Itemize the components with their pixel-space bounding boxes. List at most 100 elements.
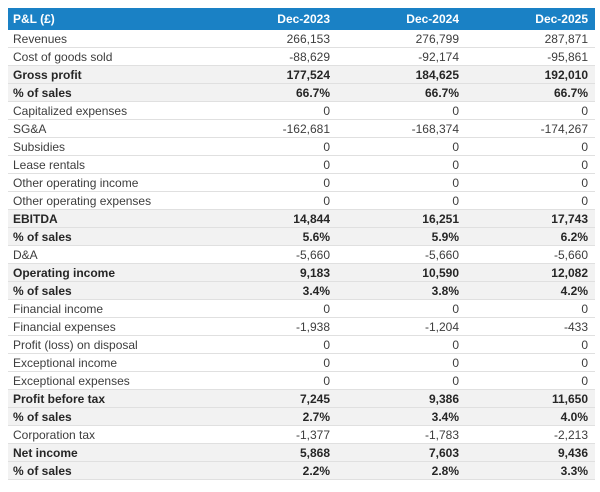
row-value: 11,650 — [466, 389, 595, 408]
column-header-dec-2025: Dec-2025 — [466, 8, 595, 30]
table-row: D&A -5,660 -5,660 -5,660 — [8, 245, 595, 264]
row-value: 7,603 — [337, 443, 466, 462]
row-value: -95,861 — [466, 47, 595, 66]
row-value: -5,660 — [466, 245, 595, 264]
row-value: 5.9% — [337, 227, 466, 246]
table-row: Financial income 0 0 0 — [8, 299, 595, 318]
row-value: 0 — [466, 353, 595, 372]
row-value: -1,938 — [208, 317, 337, 336]
row-value: 2.2% — [208, 461, 337, 480]
row-value: 0 — [337, 335, 466, 354]
row-value: 17,743 — [466, 209, 595, 228]
row-value: 0 — [466, 101, 595, 120]
table-header-row: P&L (£) Dec-2023 Dec-2024 Dec-2025 — [8, 8, 595, 30]
row-value: 266,153 — [208, 30, 337, 48]
row-label: D&A — [8, 245, 208, 264]
row-label: Revenues — [8, 30, 208, 48]
row-label: Capitalized expenses — [8, 101, 208, 120]
column-header-dec-2024: Dec-2024 — [337, 8, 466, 30]
table-row: EBITDA 14,844 16,251 17,743 — [8, 209, 595, 228]
table-row: Financial expenses -1,938 -1,204 -433 — [8, 317, 595, 336]
row-value: 0 — [208, 353, 337, 372]
row-value: 3.8% — [337, 281, 466, 300]
row-value: 2.8% — [337, 461, 466, 480]
row-label: % of sales — [8, 407, 208, 426]
row-value: -162,681 — [208, 119, 337, 138]
row-value: 192,010 — [466, 65, 595, 84]
row-label: Other operating income — [8, 173, 208, 192]
row-value: 4.0% — [466, 407, 595, 426]
row-value: 0 — [466, 137, 595, 156]
row-label: % of sales — [8, 83, 208, 102]
row-value: 0 — [466, 371, 595, 390]
row-value: 5,868 — [208, 443, 337, 462]
row-label: Other operating expenses — [8, 191, 208, 210]
row-label: Profit (loss) on disposal — [8, 335, 208, 354]
row-value: -5,660 — [337, 245, 466, 264]
table-row: Other operating expenses 0 0 0 — [8, 191, 595, 210]
row-value: 0 — [337, 191, 466, 210]
table-row: % of sales 2.7% 3.4% 4.0% — [8, 407, 595, 426]
table-row: Exceptional expenses 0 0 0 — [8, 371, 595, 390]
row-value: -5,660 — [208, 245, 337, 264]
row-value: 12,082 — [466, 263, 595, 282]
row-label: Net income — [8, 443, 208, 462]
row-label: Lease rentals — [8, 155, 208, 174]
row-value: 4.2% — [466, 281, 595, 300]
row-value: 2.7% — [208, 407, 337, 426]
row-value: 0 — [208, 101, 337, 120]
row-value: 0 — [337, 137, 466, 156]
row-value: 16,251 — [337, 209, 466, 228]
row-label: Financial expenses — [8, 317, 208, 336]
row-value: 0 — [337, 155, 466, 174]
row-label: Financial income — [8, 299, 208, 318]
row-value: -433 — [466, 317, 595, 336]
row-value: 0 — [337, 353, 466, 372]
row-value: 0 — [208, 137, 337, 156]
row-label: % of sales — [8, 227, 208, 246]
row-value: 0 — [466, 155, 595, 174]
row-value: 0 — [208, 371, 337, 390]
row-value: 0 — [208, 335, 337, 354]
row-label: Operating income — [8, 263, 208, 282]
row-value: 0 — [337, 371, 466, 390]
row-value: 177,524 — [208, 65, 337, 84]
pnl-table: P&L (£) Dec-2023 Dec-2024 Dec-2025 Reven… — [8, 8, 595, 480]
row-value: 0 — [337, 173, 466, 192]
row-value: -168,374 — [337, 119, 466, 138]
table-row: Gross profit 177,524 184,625 192,010 — [8, 65, 595, 84]
table-row: % of sales 5.6% 5.9% 6.2% — [8, 227, 595, 246]
row-value: 184,625 — [337, 65, 466, 84]
table-row: Other operating income 0 0 0 — [8, 173, 595, 192]
table-row: Operating income 9,183 10,590 12,082 — [8, 263, 595, 282]
table-row: Exceptional income 0 0 0 — [8, 353, 595, 372]
row-value: 276,799 — [337, 30, 466, 48]
row-label: % of sales — [8, 461, 208, 480]
row-value: -88,629 — [208, 47, 337, 66]
row-label: Corporation tax — [8, 425, 208, 444]
column-header-dec-2023: Dec-2023 — [208, 8, 337, 30]
row-label: Gross profit — [8, 65, 208, 84]
row-value: 9,183 — [208, 263, 337, 282]
row-value: 66.7% — [208, 83, 337, 102]
row-label: Subsidies — [8, 137, 208, 156]
row-label: Profit before tax — [8, 389, 208, 408]
pnl-table-body: Revenues 266,153 276,799 287,871 Cost of goo… — [8, 30, 595, 480]
row-value: 5.6% — [208, 227, 337, 246]
row-value: 9,436 — [466, 443, 595, 462]
row-value: 66.7% — [466, 83, 595, 102]
table-row: Capitalized expenses 0 0 0 — [8, 101, 595, 120]
row-value: -2,213 — [466, 425, 595, 444]
row-value: 0 — [466, 335, 595, 354]
table-row: Corporation tax -1,377 -1,783 -2,213 — [8, 425, 595, 444]
row-value: 0 — [466, 173, 595, 192]
row-value: -1,377 — [208, 425, 337, 444]
row-value: 14,844 — [208, 209, 337, 228]
table-row: Net income 5,868 7,603 9,436 — [8, 443, 595, 462]
row-value: -1,783 — [337, 425, 466, 444]
row-value: 3.4% — [337, 407, 466, 426]
row-value: 3.3% — [466, 461, 595, 480]
row-value: -174,267 — [466, 119, 595, 138]
table-row: % of sales 2.2% 2.8% 3.3% — [8, 461, 595, 480]
table-row: Profit (loss) on disposal 0 0 0 — [8, 335, 595, 354]
